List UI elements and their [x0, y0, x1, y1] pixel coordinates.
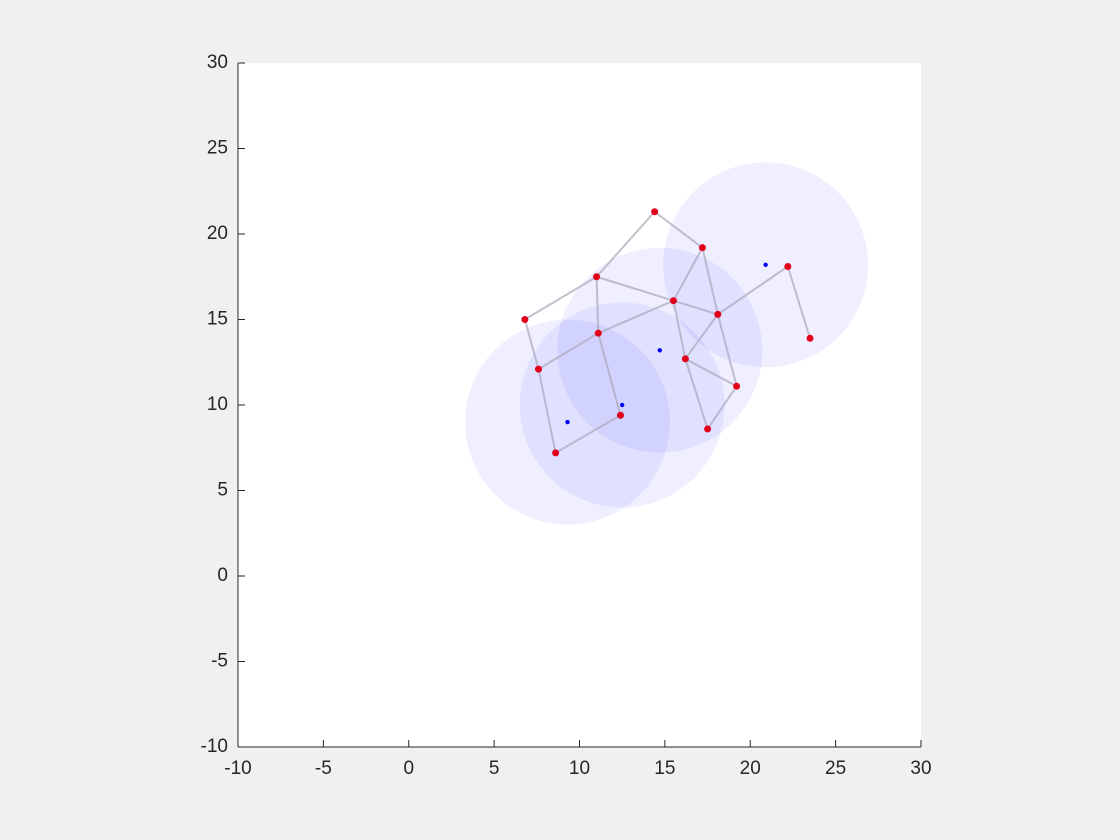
edge: [537, 368, 557, 454]
edge: [684, 358, 709, 430]
center-point: [565, 419, 570, 425]
edge: [716, 314, 738, 387]
x-tick-label: -10: [224, 758, 251, 779]
edge: [701, 247, 719, 315]
y-tick-label: 10: [207, 394, 228, 415]
edge: [596, 275, 674, 302]
node: [594, 329, 602, 337]
center-point: [657, 348, 662, 353]
center-point: [763, 262, 768, 267]
edge: [786, 266, 811, 339]
y-tick-label: 0: [217, 565, 228, 586]
node: [535, 365, 543, 373]
x-tick-label: -5: [315, 758, 332, 779]
axes-area: [238, 63, 921, 747]
edge: [684, 357, 738, 388]
y-tick-label: 20: [207, 223, 228, 244]
node: [616, 411, 624, 419]
edge: [524, 275, 598, 321]
x-tick-label: 30: [910, 758, 931, 779]
node: [714, 310, 722, 318]
x-tick-label: 10: [569, 758, 590, 779]
y-tick-label: 25: [207, 138, 228, 159]
edge: [673, 299, 719, 316]
x-tick-label: 0: [403, 758, 414, 779]
edge: [523, 319, 540, 370]
node: [806, 334, 814, 342]
y-tick-label: 15: [207, 309, 228, 330]
x-tick-label: 15: [654, 758, 675, 779]
node: [784, 262, 792, 270]
node: [651, 208, 659, 216]
node: [669, 297, 677, 305]
edge: [684, 313, 719, 360]
y-tick-label: -10: [201, 736, 228, 757]
y-tick-label: 5: [217, 480, 228, 501]
node: [733, 382, 741, 390]
node: [593, 273, 601, 281]
node: [681, 355, 689, 363]
edge: [595, 276, 600, 334]
edge: [672, 300, 687, 360]
edge: [654, 210, 704, 249]
edge: [672, 247, 704, 302]
edge: [538, 332, 599, 370]
edge: [706, 385, 738, 430]
y-tick-label: 30: [207, 52, 228, 73]
edge: [597, 299, 674, 335]
x-tick-label: 5: [489, 758, 500, 779]
y-tick-label: -5: [211, 651, 228, 672]
node: [521, 316, 529, 323]
x-tick-label: 25: [825, 758, 846, 779]
node: [704, 425, 712, 433]
edge: [555, 414, 621, 454]
node: [698, 244, 706, 252]
node: [552, 449, 560, 457]
edge: [595, 211, 656, 278]
edge: [717, 265, 789, 316]
edge: [597, 332, 622, 416]
x-tick-label: 20: [740, 758, 761, 779]
center-point: [619, 402, 625, 408]
